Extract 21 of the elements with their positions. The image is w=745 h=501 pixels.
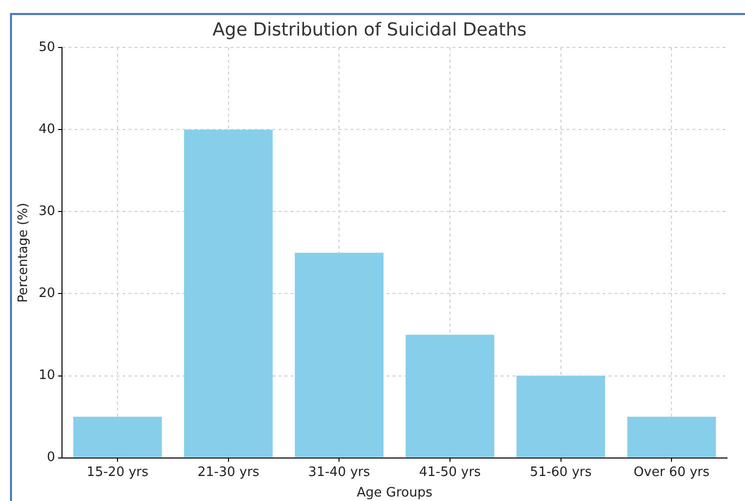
bar — [516, 376, 606, 458]
x-tick-label: 41-50 yrs — [419, 464, 482, 480]
y-tick-label: 20 — [38, 286, 56, 302]
bar — [184, 130, 273, 458]
bar — [627, 416, 716, 458]
bar — [406, 334, 494, 458]
x-tick-label: 15-20 yrs — [86, 464, 149, 480]
y-tick-label: 0 — [46, 450, 56, 466]
x-tick-label: 21-30 yrs — [197, 464, 260, 480]
x-tick-label: 31-40 yrs — [308, 464, 370, 480]
y-tick-label: 10 — [38, 368, 56, 384]
bar — [294, 252, 384, 458]
y-axis-title: Percentage (%) — [16, 202, 32, 303]
x-axis-title: Age Groups — [356, 486, 433, 501]
y-tick-label: 50 — [38, 40, 56, 55]
x-tick-label: Over 60 yrs — [634, 464, 710, 480]
x-tick-label: 51-60 yrs — [530, 464, 592, 480]
bar — [73, 416, 162, 458]
y-tick-label: 30 — [38, 204, 56, 220]
y-tick-label: 40 — [38, 122, 56, 138]
chart-title: Age Distribution of Suicidal Deaths — [212, 19, 527, 40]
